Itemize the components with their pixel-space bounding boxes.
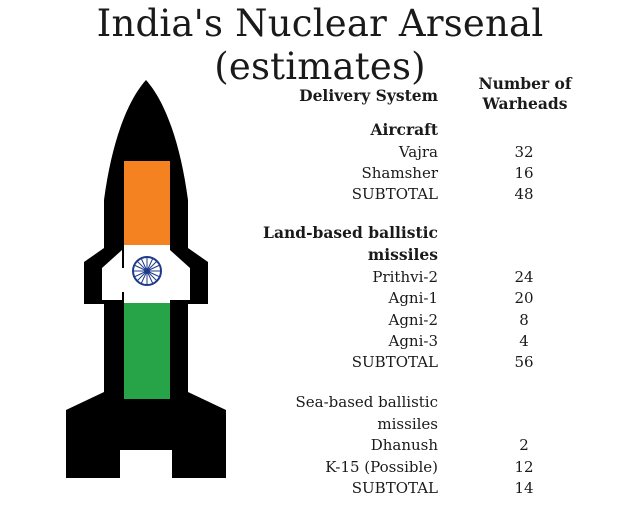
saffron-stripe bbox=[124, 161, 170, 245]
subtotal-label: SUBTOTAL bbox=[351, 479, 438, 497]
row-value: 16 bbox=[514, 164, 534, 182]
row-value: 32 bbox=[514, 143, 534, 161]
row-value: 2 bbox=[519, 436, 529, 454]
row-value: 24 bbox=[514, 268, 534, 286]
section-land-line1: Land-based ballistic bbox=[263, 223, 438, 242]
subtotal-value: 14 bbox=[514, 479, 534, 497]
row-value: 20 bbox=[514, 289, 534, 307]
section-sea-line2: missiles bbox=[377, 415, 438, 433]
row-label: Agni-3 bbox=[388, 332, 438, 350]
subtotal-value: 48 bbox=[514, 185, 534, 203]
subtotal-label: SUBTOTAL bbox=[351, 185, 438, 203]
row-label: Shamsher bbox=[361, 164, 438, 182]
row-label: Vajra bbox=[398, 143, 438, 161]
chakra-icon bbox=[132, 256, 162, 286]
subtotal-label: SUBTOTAL bbox=[351, 353, 438, 371]
section-sea-line1: Sea-based ballistic bbox=[295, 393, 438, 411]
green-stripe bbox=[124, 303, 170, 399]
page-title: India's Nuclear Arsenal (estimates) bbox=[96, 2, 544, 88]
row-value: 12 bbox=[514, 458, 534, 476]
header-warheads-line1: Number of bbox=[478, 74, 572, 93]
section-aircraft: Aircraft bbox=[370, 120, 438, 139]
row-label: Agni-2 bbox=[388, 311, 438, 329]
section-land-line2: missiles bbox=[367, 245, 438, 264]
row-label: Dhanush bbox=[370, 436, 438, 454]
header-delivery-system: Delivery System bbox=[299, 86, 438, 105]
row-value: 8 bbox=[519, 311, 529, 329]
header-warheads-line2: Warheads bbox=[482, 94, 568, 113]
row-value: 4 bbox=[519, 332, 529, 350]
subtotal-value: 56 bbox=[514, 353, 534, 371]
row-label: K-15 (Possible) bbox=[325, 458, 438, 476]
row-label: Prithvi-2 bbox=[372, 268, 438, 286]
row-label: Agni-1 bbox=[388, 289, 438, 307]
